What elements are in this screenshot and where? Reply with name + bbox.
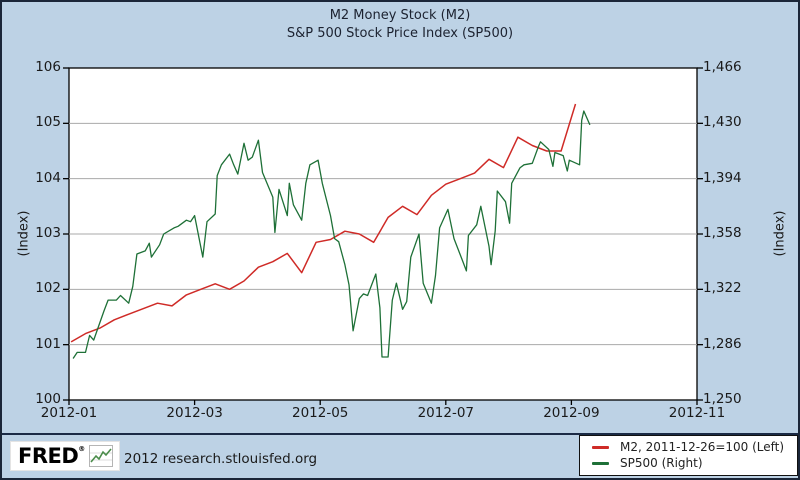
sp500-line-swatch-icon <box>592 461 609 465</box>
legend-label-m2: M2, 2011-12-26=100 (Left) <box>620 440 785 454</box>
y-axis-right-tick-label: 1,394 <box>703 169 742 186</box>
y-axis-left-tick-label: 104 <box>35 169 61 186</box>
fred-logo-text: FRED® <box>18 444 85 468</box>
m2-line <box>70 103 577 343</box>
x-axis-tick-label: 2012-07 <box>417 405 474 421</box>
y-axis-left-tick-label: 100 <box>35 391 61 407</box>
y-axis-left-tick-label: 101 <box>35 335 61 352</box>
m2-line-swatch-icon <box>592 445 609 449</box>
legend-row-sp500: SP500 (Right) <box>580 455 797 471</box>
legend-row-m2: M2, 2011-12-26=100 (Left) <box>580 439 797 455</box>
chart-legend: M2, 2011-12-26=100 (Left) SP500 (Right) <box>579 435 798 476</box>
y-axis-right-tick-label: 1,430 <box>703 114 742 131</box>
footer-separator <box>2 433 798 435</box>
x-axis-tick-label: 2012-05 <box>291 405 349 421</box>
fred-logo: FRED® <box>10 441 120 471</box>
y-axis-left-tick-label: 105 <box>35 114 61 131</box>
x-axis-tick-label: 2012-03 <box>166 405 223 421</box>
y-axis-right-tick-label: 1,358 <box>703 225 742 241</box>
page-title-line2: S&P 500 Stock Price Index (SP500) <box>286 26 514 41</box>
y-axis-right-tick-label: 1,286 <box>703 335 742 352</box>
fred-sparkline-icon <box>88 445 113 467</box>
y-axis-left-tick-label: 102 <box>35 280 61 297</box>
y-axis-right-tick-label: 1,250 <box>703 391 742 407</box>
y-axis-right-tick-label: 1,322 <box>703 280 742 297</box>
chart-title: M2 Money Stock (M2) S&P 500 Stock Price … <box>2 7 798 43</box>
y-axis-left-tick-label: 106 <box>35 59 61 75</box>
x-axis-tick-label: 2012-09 <box>543 405 600 421</box>
registered-mark: ® <box>78 445 85 453</box>
y-axis-right-label: (Index) <box>772 210 788 257</box>
page-title-line1: M2 Money Stock (M2) <box>329 8 471 23</box>
y-axis-right-tick-label: 1,466 <box>703 59 742 75</box>
x-axis-tick-label: 2012-01 <box>40 405 98 421</box>
legend-label-sp500: SP500 (Right) <box>620 456 703 470</box>
sp500-line <box>72 110 591 359</box>
footer-note: 2012 research.stlouisfed.org <box>124 451 318 467</box>
x-axis-tick-label: 2012-11 <box>668 405 726 421</box>
y-axis-left-tick-label: 103 <box>35 225 61 241</box>
